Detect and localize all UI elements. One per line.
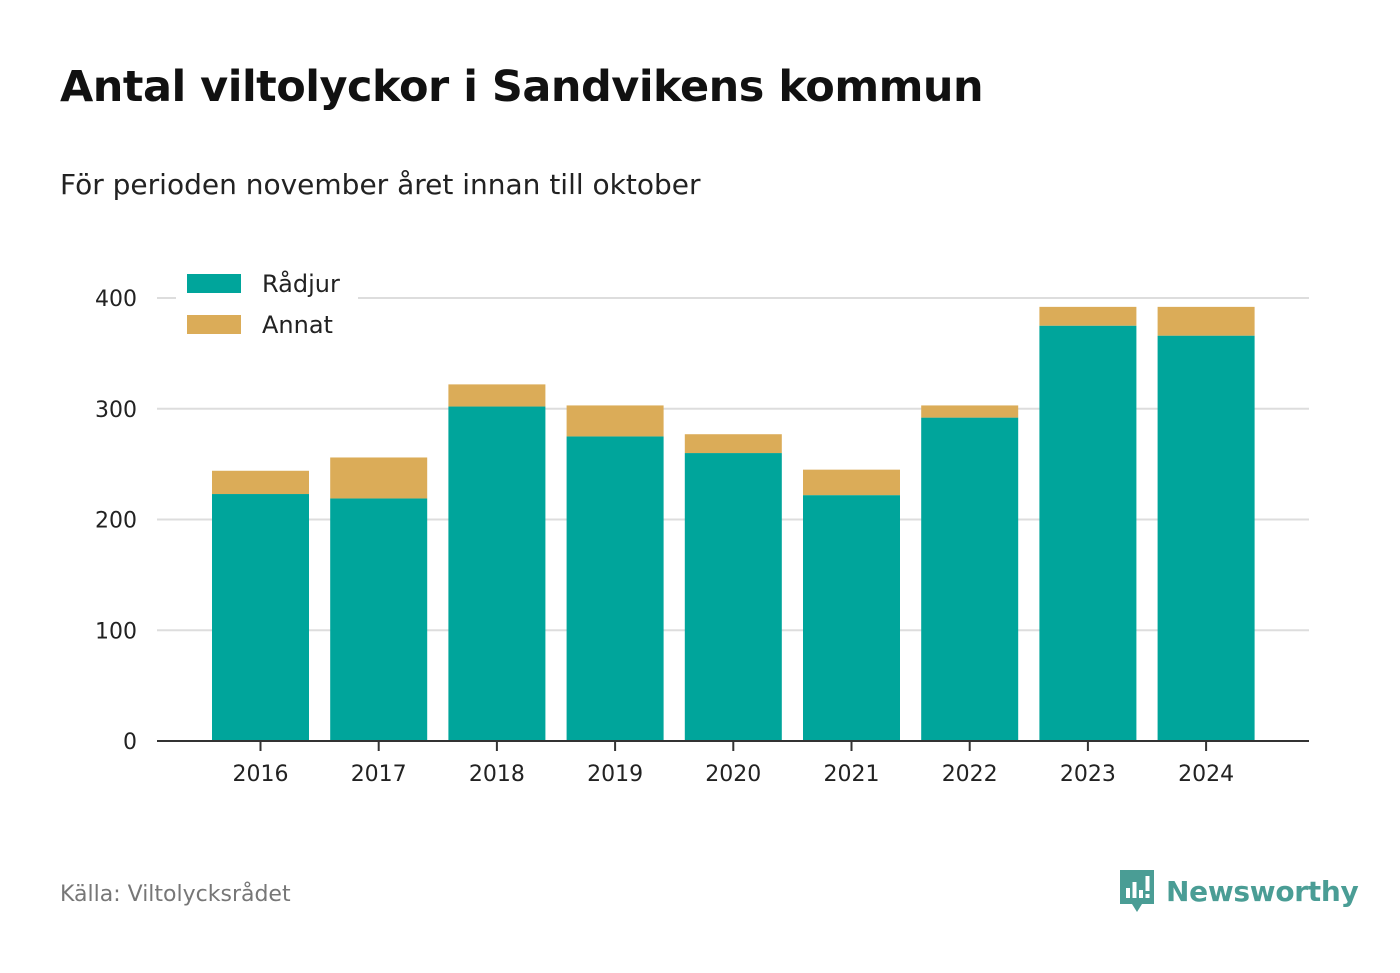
x-tick-label-2024: 2024 [1178,762,1234,787]
bar-2016-annat [212,470,309,495]
x-tick-label-2023: 2023 [1060,762,1116,787]
brand-name: Newsworthy [1166,874,1359,908]
bar-2016-radjur [212,494,309,741]
bar-2017-annat [330,457,428,499]
x-tick-label-2019: 2019 [587,762,643,787]
bar-2023-radjur [1039,325,1137,741]
bar-2021-annat [803,469,900,496]
y-tick-label-300: 300 [95,398,137,423]
bar-2020-annat [684,434,782,454]
x-tick-label-2022: 2022 [942,762,998,787]
y-axis-ticks: 0 100 200 300 400 [95,287,137,755]
y-tick-label-100: 100 [95,619,137,644]
bar-2018-annat [448,384,546,407]
chart-subtitle: För perioden november året innan till ok… [60,168,701,201]
bar-2024-radjur [1157,335,1255,741]
source-note: Källa: Viltolycksrådet [60,882,291,907]
x-tick-label-2018: 2018 [469,762,525,787]
legend-label-radjur: Rådjur [262,269,340,298]
bar-2020-radjur [684,453,782,741]
x-tick-label-2021: 2021 [824,762,880,787]
legend: Rådjur Annat [176,262,358,348]
legend-swatch-annat [187,315,241,334]
bar-2019-annat [566,405,664,437]
bars [212,306,1255,741]
chart-title: Antal viltolyckor i Sandvikens kommun [60,62,984,112]
x-tick-label-2016: 2016 [233,762,289,787]
y-tick-label-400: 400 [95,287,137,312]
x-axis-ticks: 2016 2017 2018 2019 2020 2021 2022 2023 2024 [233,741,1234,787]
bar-2018-radjur [448,406,546,741]
y-tick-label-200: 200 [95,509,137,534]
x-tick-label-2017: 2017 [351,762,407,787]
bar-2017-radjur [330,498,428,741]
bar-2023-annat [1039,306,1137,326]
bar-2022-radjur [921,417,1019,741]
bar-2021-radjur [803,495,900,741]
newsworthy-logo-icon [1120,870,1154,912]
legend-swatch-radjur [187,274,241,293]
brand-logo: Newsworthy [1118,868,1359,914]
bar-2024-annat [1157,306,1255,336]
legend-label-annat: Annat [262,311,333,339]
x-tick-label-2020: 2020 [705,762,761,787]
bar-2022-annat [921,405,1019,418]
bar-2019-radjur [566,436,664,741]
y-tick-label-0: 0 [123,730,137,755]
